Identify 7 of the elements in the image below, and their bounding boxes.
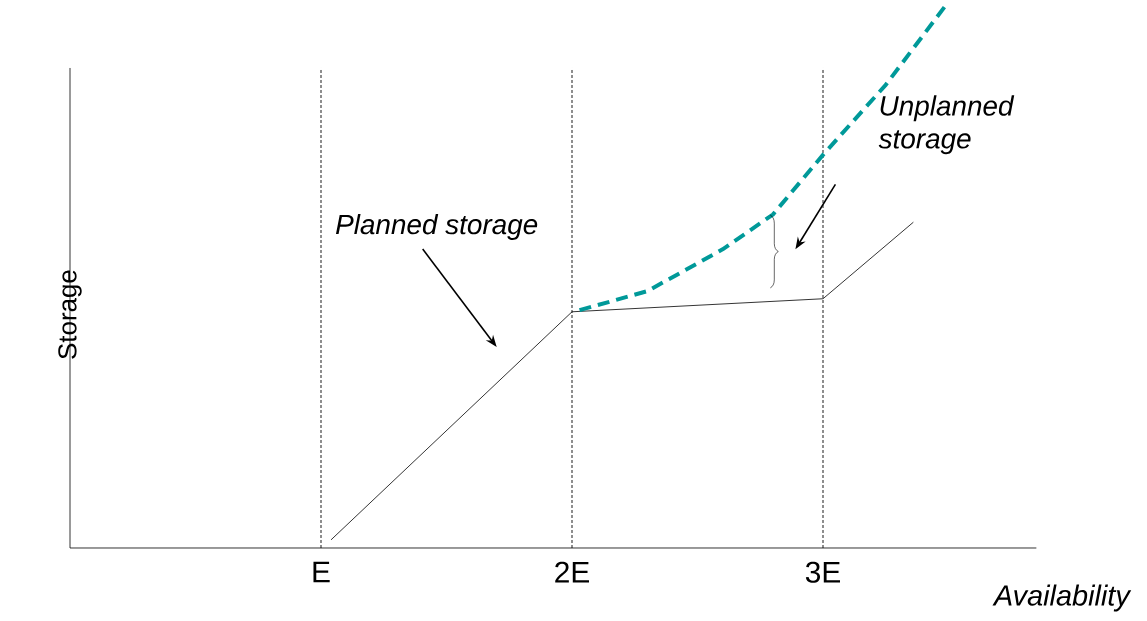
x-tick-label: 2E xyxy=(555,561,589,583)
x-tick-label: E xyxy=(313,561,330,583)
annotation: Planned storage xyxy=(335,213,538,240)
x-axis-title: Availability xyxy=(992,584,1132,612)
annotation: Unplanned storage xyxy=(878,95,1015,155)
x-tick-label: 3E xyxy=(805,561,840,583)
y-axis-title: Storage xyxy=(58,270,82,359)
